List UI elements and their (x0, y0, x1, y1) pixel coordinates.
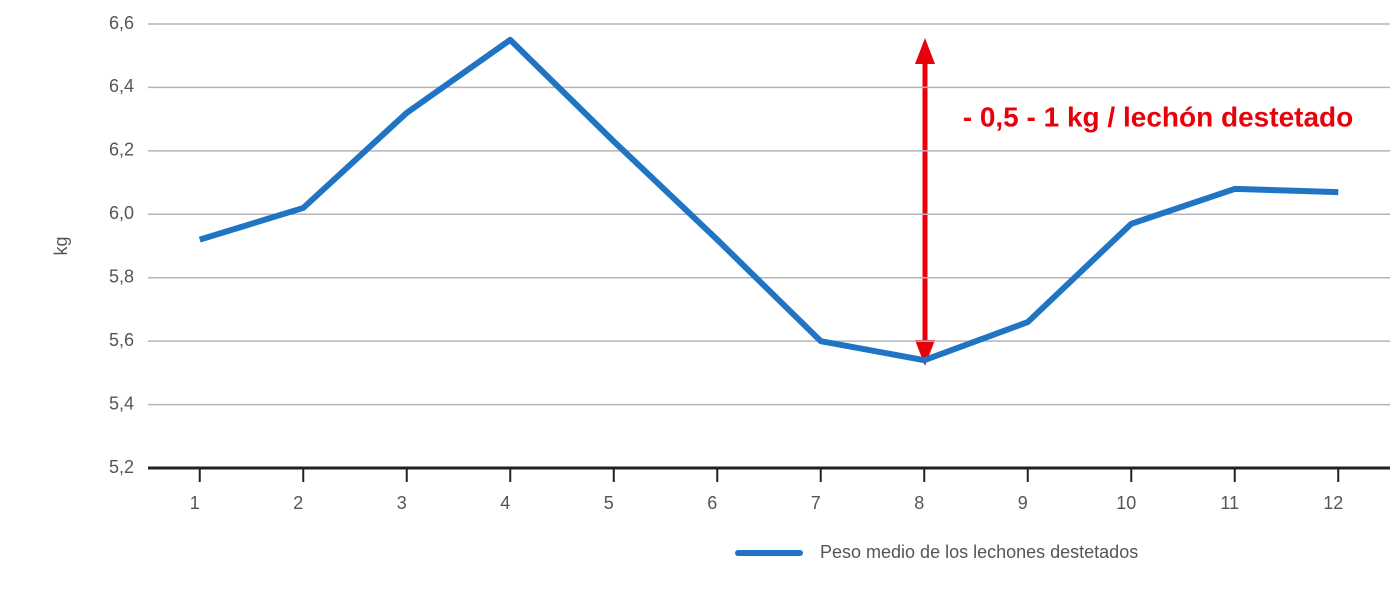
x-tick-label: 3 (397, 493, 407, 513)
y-tick-label: 6,6 (109, 13, 134, 33)
x-tick-label: 6 (707, 493, 717, 513)
y-tick-label: 5,2 (109, 457, 134, 477)
x-tick-label: 9 (1018, 493, 1028, 513)
legend-label: Peso medio de los lechones destetados (820, 542, 1138, 562)
x-tick-label: 7 (811, 493, 821, 513)
x-tick-label: 12 (1323, 493, 1343, 513)
y-tick-label: 6,0 (109, 203, 134, 223)
y-tick-label: 5,6 (109, 330, 134, 350)
x-tick-label: 10 (1116, 493, 1136, 513)
y-tick-label: 6,4 (109, 76, 134, 96)
data-line (198, 36, 1339, 364)
y-tick-label: 6,2 (109, 140, 134, 160)
annotation: - 0,5 - 1 kg / lechón destetado (963, 101, 1354, 132)
arrow (915, 38, 935, 366)
y-tick-label: 5,8 (109, 266, 134, 286)
x-tick-label: 5 (604, 493, 614, 513)
x-tick-label: 2 (293, 493, 303, 513)
x-tick-label: 8 (914, 493, 924, 513)
x-tick-label: 4 (500, 493, 510, 513)
x-tick-label: 1 (190, 493, 200, 513)
x-tick-label: 11 (1220, 493, 1239, 513)
y-tick-label: 5,4 (109, 393, 134, 413)
y-axis-label: kg (51, 236, 71, 255)
